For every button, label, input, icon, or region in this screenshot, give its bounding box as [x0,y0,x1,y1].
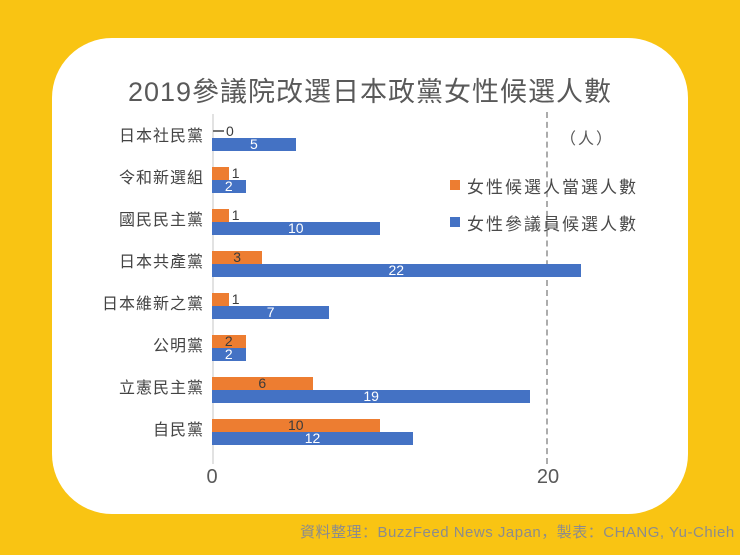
legend-label: 女性參議員候選人數 [467,214,638,234]
elected-bar [212,167,229,180]
value-label: 2 [224,333,233,349]
value-label: 2 [224,346,233,362]
value-label: 1 [231,207,240,223]
value-label: 0 [226,123,234,139]
elected-bar: 10 [212,417,380,433]
candidates-bar: 2 [212,178,246,194]
category-label: 立憲民主黨 [118,380,204,397]
chart-row: 國民民主黨 1 10 [119,200,684,242]
chart-title: 2019參議院改選日本政黨女性候選人數 [127,77,613,107]
chart-row: 公明黨 2 2 [153,326,684,368]
legend-label: 女性候選人當選人數 [467,177,638,197]
candidates-bar: 7 [212,304,330,320]
elected-bar: 6 [212,375,313,391]
category-label: 令和新選組 [118,170,204,187]
chart-row: 日本維新之黨 1 7 [102,284,684,326]
candidates-bar: 5 [212,136,296,152]
category-label: 日本共產黨 [118,254,204,271]
value-label: 6 [258,375,267,391]
value-label: 5 [249,136,258,152]
x-tick-20: 20 [536,466,560,488]
plot-area: 日本社民黨 0 5 令和新選組 1 2 國民民主黨 1 10 日本共產黨 3 22 日本維新之黨 1 7 公明… [102,116,684,452]
chart-card: 2019參議院改選日本政黨女性候選人數 （人） 日本社民黨 0 5 令和新選組 1 2 國民… [52,38,688,514]
elected-bar: 2 [212,333,246,349]
gridline-20-dashed [546,112,548,464]
category-label: 日本社民黨 [118,128,204,145]
value-label: 12 [304,430,321,446]
value-label: 19 [363,388,379,404]
source-attribution: 資料整理：BuzzFeed News Japan，製表：CHANG, Yu-Ch… [300,524,735,541]
value-label: 3 [233,249,242,265]
candidates-bar: 19 [212,388,531,404]
chart-row: 立憲民主黨 6 19 [119,368,684,410]
orange-swatch-icon [450,180,460,190]
value-label: 10 [287,220,304,236]
value-label: 7 [266,304,275,320]
unit-label: （人） [560,131,615,148]
elected-bar [212,293,229,306]
category-label: 自民黨 [152,422,204,439]
chart-row: 日本共產黨 3 22 [119,242,684,284]
elected-bar: 3 [212,249,263,265]
blue-swatch-icon [450,217,460,227]
candidates-bar: 2 [212,346,246,362]
chart-row: 自民黨 10 12 [153,410,684,452]
category-label: 日本維新之黨 [101,296,204,313]
zero-bar-dash [213,130,224,132]
category-label: 國民民主黨 [118,212,204,229]
value-label: 1 [231,165,240,181]
candidates-bar: 22 [212,262,581,278]
legend-item-candidates: 女性參議員候選人數 [450,212,638,234]
value-label: 2 [224,178,233,194]
value-label: 1 [231,291,240,307]
chart-row: 令和新選組 1 2 [119,158,684,200]
candidates-bar: 10 [212,220,380,236]
chart-row: 日本社民黨 0 5 [119,116,684,158]
y-axis-line [212,114,214,464]
category-label: 公明黨 [152,338,204,355]
legend-item-elected: 女性候選人當選人數 [450,175,638,197]
x-tick-0: 0 [206,466,218,488]
value-label: 22 [388,262,405,278]
elected-bar [212,209,229,222]
value-label: 10 [287,417,304,433]
candidates-bar: 12 [212,430,413,446]
